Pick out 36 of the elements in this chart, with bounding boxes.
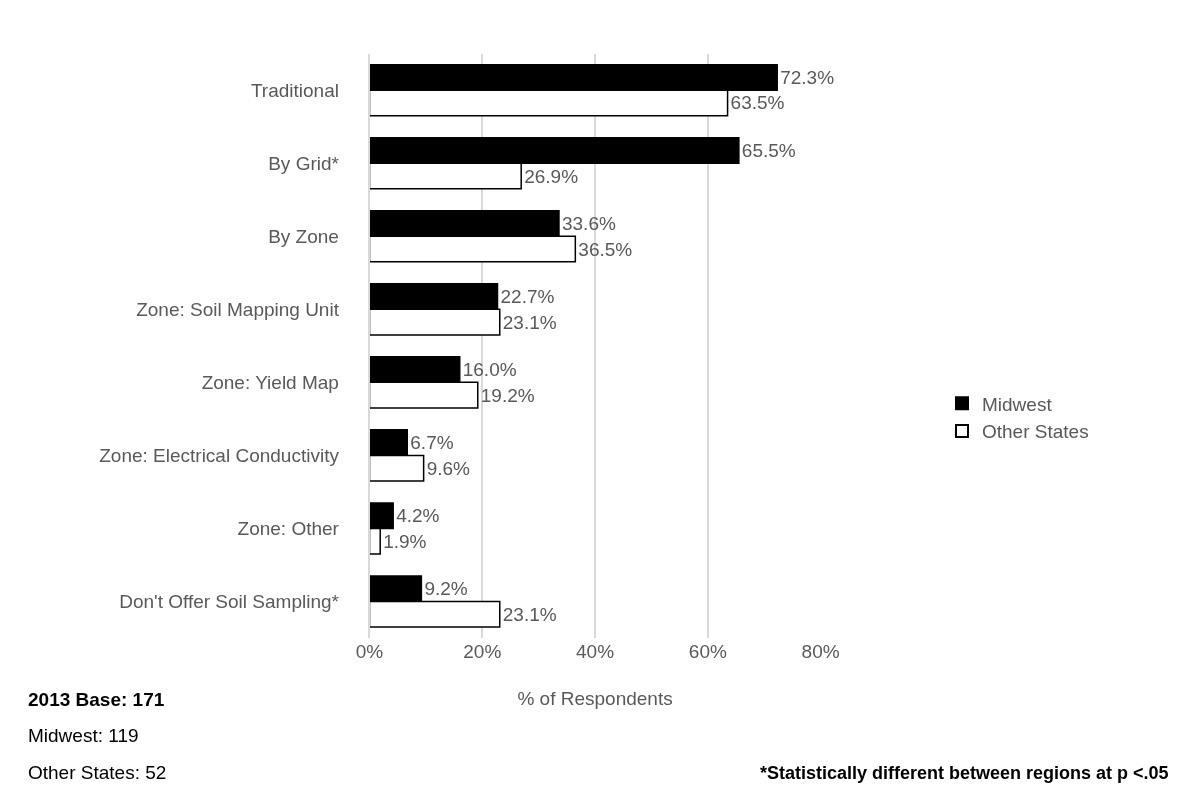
data-label: 63.5% [730,92,785,114]
x-axis-title: % of Respondents [517,687,673,709]
data-label: 19.2% [480,384,535,406]
data-label: 9.6% [426,457,471,479]
y-tick-label: Zone: Electrical Conductivity [99,445,340,467]
data-label: 16.0% [462,359,517,381]
data-label: 72.3% [780,66,835,88]
y-tick-label: Zone: Soil Mapping Unit [136,298,340,320]
text: Other States: 52 [28,762,167,783]
x-tick-label: 40% [576,641,615,662]
y-tick-label: Zone: Other [237,518,340,540]
x-tick-label: 80% [801,641,840,662]
y-tick-label: Don't Offer Soil Sampling* [119,591,340,613]
data-label: 1.9% [383,530,427,552]
data-label: 33.6% [561,213,616,234]
data-label: 65.5% [741,139,796,161]
data-label: 9.2% [424,578,468,600]
y-tick-label: Traditional [250,79,339,101]
data-label: 22.7% [500,286,555,308]
legend-label: Other States [982,421,1089,443]
data-label: 26.9% [524,165,579,187]
data-label: 4.2% [396,505,440,527]
x-tick-label: 0% [355,641,384,662]
text: Midwest: 119 [28,725,139,746]
legend-label: Midwest [982,393,1053,415]
data-label: 36.5% [578,238,633,260]
data-label: 6.7% [410,432,454,454]
y-tick-label: By Grid* [268,152,340,174]
data-label: 23.1% [502,603,557,625]
x-tick-label: 60% [688,641,727,662]
y-tick-label: Zone: Yield Map [201,372,339,394]
text: *Statistically different between regions at p <.05 [760,763,1169,783]
data-label: 23.1% [502,311,557,333]
text: 2013 Base: 171 [28,689,165,710]
x-tick-label: 20% [463,641,502,662]
y-tick-label: By Zone [268,225,339,247]
